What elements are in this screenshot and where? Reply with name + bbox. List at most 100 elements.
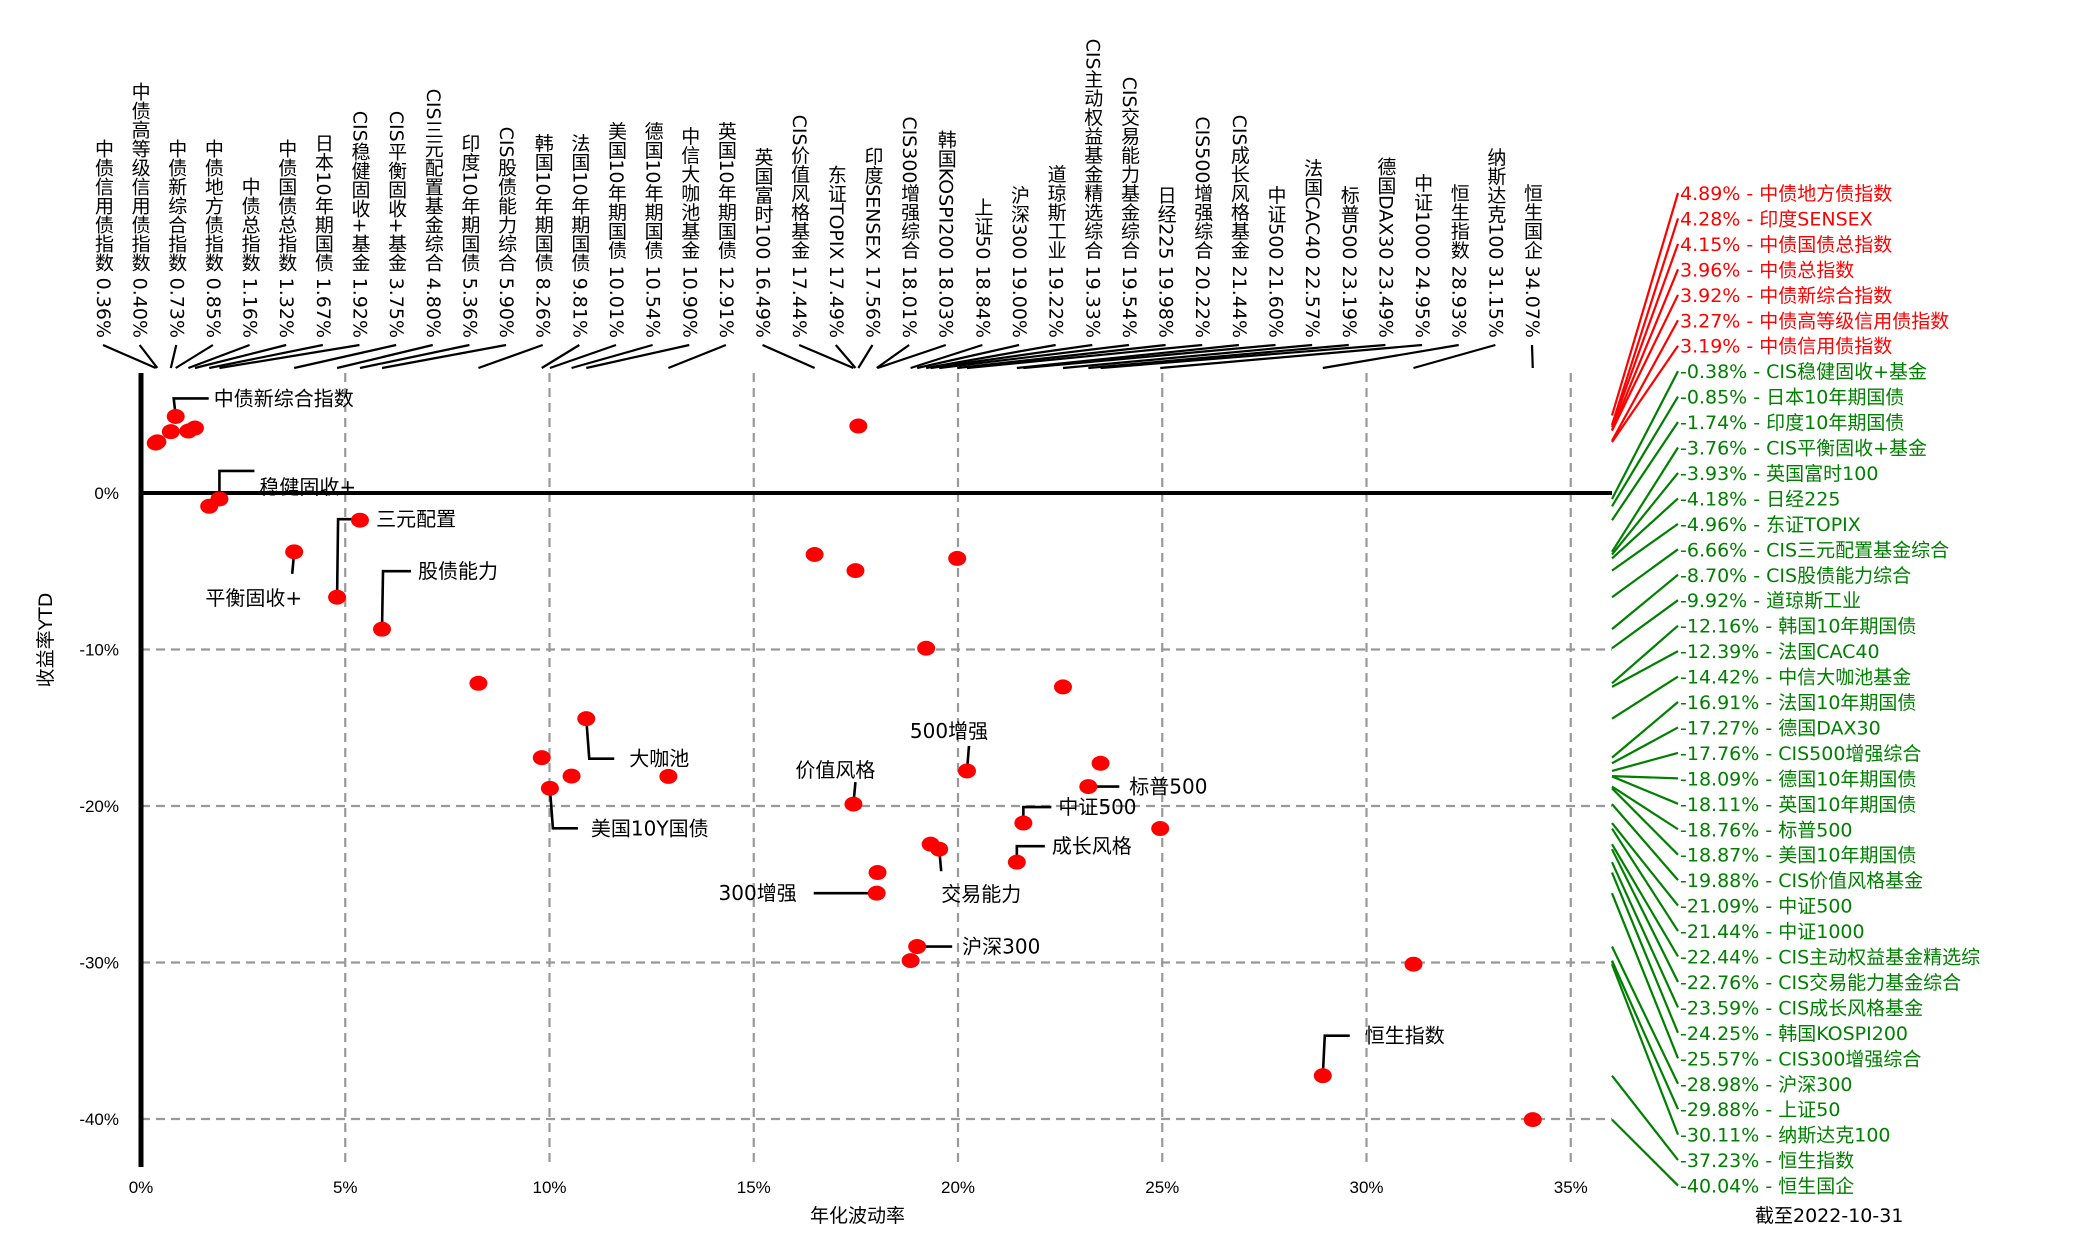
data-point <box>1404 956 1423 972</box>
right-label: -18.11% - 英国10年期国债 <box>1680 794 1916 816</box>
right-label: 4.28% - 印度SENSEX <box>1680 208 1873 230</box>
annotation-label: 成长风格 <box>1052 834 1132 858</box>
right-leader-line <box>1611 785 1679 831</box>
top-label: 中债总指数 1.16% <box>239 176 261 338</box>
data-point <box>328 589 347 605</box>
right-leader-line <box>1611 827 1679 932</box>
top-leader-line <box>209 343 324 370</box>
top-label: 美国10年期国债 10.01% <box>605 121 627 338</box>
annotation-label: 300增强 <box>719 881 797 905</box>
right-label: 3.27% - 中债高等级信用债指数 <box>1680 310 1949 332</box>
top-label: 恒生指数 28.93% <box>1448 183 1470 338</box>
top-label: 印度SENSEX 17.56% <box>861 146 883 338</box>
top-label: CIS成长风格基金 21.44% <box>1228 115 1250 338</box>
top-leader-line <box>187 343 250 370</box>
top-label: 中债地方债指数 0.85% <box>202 138 224 338</box>
right-label: -1.74% - 印度10年期国债 <box>1680 412 1904 434</box>
right-leader-line <box>1611 775 1679 805</box>
footnote-date: 截至2022-10-31 <box>1755 1205 1903 1227</box>
data-point <box>185 420 204 436</box>
data-point <box>1007 854 1026 870</box>
top-leader-line <box>876 344 910 369</box>
x-tick-label: 5% <box>333 1178 358 1197</box>
x-tick-label: 0% <box>129 1178 154 1197</box>
right-label: -17.76% - CIS500增强综合 <box>1680 743 1921 765</box>
right-leader-line <box>1611 1118 1679 1187</box>
top-leader-line <box>910 343 983 370</box>
data-point <box>805 547 824 563</box>
top-label: 印度10年期国债 5.36% <box>458 133 480 338</box>
top-label: CIS股债能力综合 5.90% <box>495 127 517 338</box>
right-leader-line <box>1611 370 1679 500</box>
data-point <box>577 711 596 727</box>
data-point <box>166 408 185 424</box>
right-leader-line <box>1611 522 1679 572</box>
annotation-label: 中证500 <box>1058 795 1136 819</box>
top-leader-line <box>930 343 1093 370</box>
y-tick-label: -10% <box>79 641 119 660</box>
top-label: 标普500 23.19% <box>1338 185 1360 338</box>
data-point <box>1151 821 1170 837</box>
data-point <box>210 491 229 507</box>
top-label: 日经225 19.98% <box>1155 185 1177 338</box>
top-label-leaders <box>102 343 1534 370</box>
data-point <box>659 768 678 784</box>
right-leader-line <box>1611 822 1679 907</box>
top-label: CIS300增强综合 18.01% <box>898 116 920 338</box>
right-label: -18.09% - 德国10年期国债 <box>1680 768 1916 790</box>
right-leader-line <box>1611 775 1679 780</box>
x-tick-label: 20% <box>941 1178 975 1197</box>
annotation-label: 平衡固收+ <box>205 586 302 610</box>
right-leader-line <box>1611 946 1679 1085</box>
top-label: 中债信用债指数 0.36% <box>92 138 114 338</box>
top-leader-line <box>169 344 178 369</box>
top-label: 德国10年期国债 10.54% <box>642 121 664 338</box>
right-label: 3.92% - 中债新综合指数 <box>1680 285 1892 307</box>
y-tick-label: -40% <box>79 1110 119 1129</box>
right-leader-line <box>1610 892 1680 1059</box>
data-point <box>1313 1068 1332 1084</box>
top-leader-line <box>798 343 854 370</box>
top-label: 法国CAC40 22.57% <box>1301 158 1323 338</box>
data-point <box>373 621 392 637</box>
top-label: 中债高等级信用债指数 0.40% <box>129 81 151 338</box>
right-label: -6.66% - CIS三元配置基金综合 <box>1680 539 1949 561</box>
data-point <box>350 512 369 528</box>
top-label: 韩国10年期国债 8.26% <box>532 133 554 338</box>
data-point <box>1523 1112 1542 1128</box>
top-label: 上证50 18.84% <box>971 197 993 338</box>
top-label: CIS主动权益基金精选综合 19.33% <box>1081 39 1103 338</box>
top-leader-line <box>1160 343 1423 370</box>
right-leader-line <box>1611 751 1679 773</box>
data-point <box>846 563 865 579</box>
right-label: -16.91% - 法国10年期国债 <box>1680 692 1916 714</box>
data-point <box>1091 755 1110 771</box>
top-leader-line <box>478 343 544 370</box>
data-point <box>908 939 927 955</box>
right-label: -29.88% - 上证50 <box>1680 1099 1840 1121</box>
top-label: 中债国债总指数 1.32% <box>275 138 297 338</box>
top-leader-line <box>1530 344 1534 369</box>
data-point <box>948 550 967 566</box>
top-leader-line <box>194 343 287 370</box>
right-label: -19.88% - CIS价值风格基金 <box>1680 870 1923 892</box>
y-tick-label: 0% <box>94 484 119 503</box>
right-leader-line <box>1611 548 1679 599</box>
annotation-label: 标普500 <box>1129 775 1207 799</box>
right-leader-line <box>1611 787 1679 856</box>
x-axis-title: 年化波动率 <box>810 1205 905 1227</box>
right-leader-line <box>1611 446 1679 553</box>
top-leader-line <box>957 343 1166 370</box>
right-label: -22.76% - CIS交易能力基金综合 <box>1680 972 1961 994</box>
top-leader-line <box>1062 343 1313 370</box>
annotation-leaders <box>172 397 1350 1076</box>
top-label: CIS500增强综合 20.22% <box>1191 116 1213 338</box>
right-leader-line <box>1611 294 1679 432</box>
right-label: -23.59% - CIS成长风格基金 <box>1680 997 1923 1019</box>
right-leader-line <box>1611 650 1679 688</box>
right-label: -18.76% - 标普500 <box>1680 819 1853 841</box>
top-leader-line <box>293 343 397 370</box>
top-leader-line <box>966 343 1203 370</box>
